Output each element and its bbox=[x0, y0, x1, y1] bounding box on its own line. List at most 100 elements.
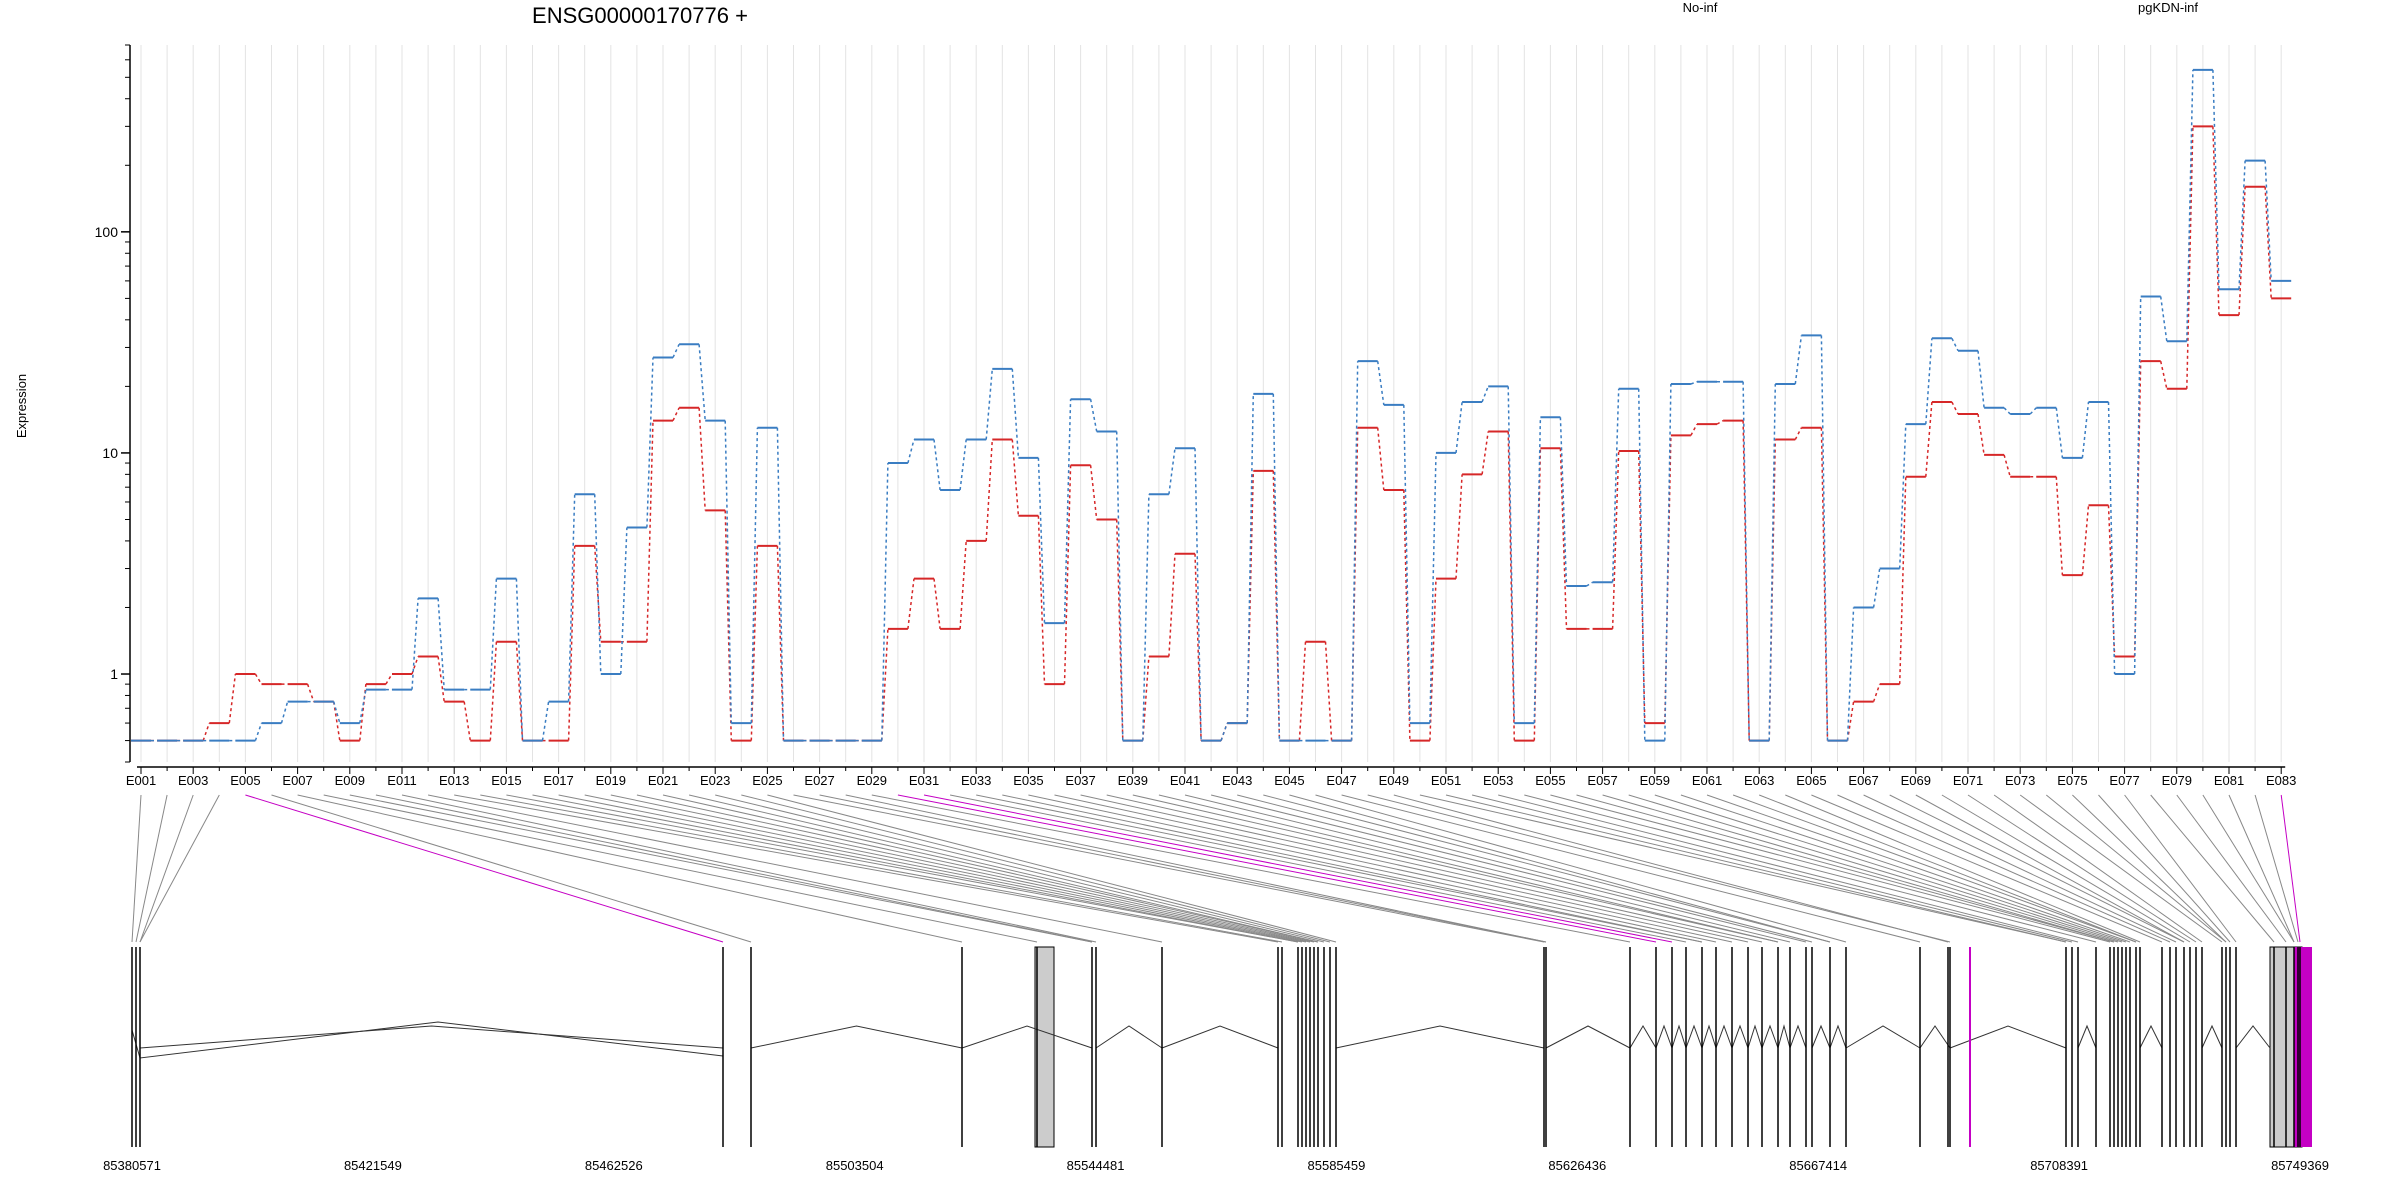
series-connector bbox=[1951, 337, 1959, 352]
series-connector bbox=[672, 343, 680, 358]
series-connector bbox=[332, 701, 341, 724]
connector-e053 bbox=[1498, 794, 2079, 943]
connector-e012 bbox=[428, 794, 1163, 943]
x-tick-label: E067 bbox=[1848, 773, 1878, 788]
connector-e043 bbox=[1237, 794, 1813, 943]
series-connector bbox=[1872, 568, 1881, 608]
x-tick-label: E011 bbox=[387, 773, 416, 788]
series-connector bbox=[1063, 399, 1072, 624]
intron-line bbox=[1761, 1024, 1779, 1049]
connector-e033 bbox=[976, 794, 1703, 943]
series-connector bbox=[1403, 404, 1411, 724]
connector-e071 bbox=[1967, 794, 2197, 943]
connector-e018 bbox=[584, 794, 1307, 943]
x-tick-label: E001 bbox=[126, 773, 156, 788]
genomic-tick-label: 85708391 bbox=[2030, 1158, 2088, 1173]
series-connector bbox=[437, 656, 445, 702]
x-tick-label: E053 bbox=[1483, 773, 1513, 788]
series-connector bbox=[959, 540, 967, 629]
series-connector bbox=[1220, 722, 1228, 741]
series-connector bbox=[1350, 361, 1359, 741]
connector-e013 bbox=[454, 794, 1279, 943]
series-connector bbox=[2159, 361, 2168, 389]
connector-e041 bbox=[1184, 794, 1791, 943]
series-connector bbox=[1898, 424, 1907, 569]
intron-line bbox=[2077, 1024, 2097, 1049]
series-connector bbox=[1246, 393, 1255, 724]
series-connector bbox=[1690, 423, 1698, 436]
x-tick-label: E025 bbox=[752, 773, 782, 788]
x-tick-label: E005 bbox=[230, 773, 260, 788]
series-pgkdn-inf bbox=[131, 68, 2292, 742]
series-lines bbox=[131, 68, 2292, 742]
series-connector bbox=[2238, 186, 2246, 316]
series-connector bbox=[1559, 417, 1568, 587]
series-connector bbox=[985, 368, 994, 440]
series-connector bbox=[1559, 448, 1568, 629]
x-tick-label: E019 bbox=[596, 773, 626, 788]
series-connector bbox=[489, 641, 498, 741]
series-connector bbox=[1455, 474, 1463, 579]
connector-e047 bbox=[1341, 794, 1921, 943]
series-connector bbox=[646, 357, 654, 528]
x-tick-label: E037 bbox=[1065, 773, 1095, 788]
series-connector bbox=[933, 578, 941, 629]
series-connector bbox=[881, 463, 889, 741]
connector-e054 bbox=[1524, 794, 2097, 943]
series-connector bbox=[1507, 386, 1516, 724]
connector-e019 bbox=[610, 794, 1311, 943]
series-connector bbox=[593, 545, 602, 642]
connector-e004 bbox=[139, 794, 220, 943]
connector-e003 bbox=[139, 794, 194, 943]
series-connector bbox=[2081, 505, 2090, 576]
connector-e009 bbox=[349, 794, 1093, 943]
series-connector bbox=[1194, 553, 1202, 741]
connector-e046 bbox=[1315, 794, 1847, 943]
series-connector bbox=[698, 344, 706, 421]
series-connector bbox=[1168, 553, 1176, 657]
connector-e062 bbox=[1732, 794, 2137, 943]
connector-e031 bbox=[923, 794, 1673, 943]
connector-e045 bbox=[1289, 794, 1831, 943]
connector-e073 bbox=[2019, 794, 2223, 943]
x-tick-label: E035 bbox=[1013, 773, 1043, 788]
series-connector bbox=[1194, 448, 1202, 741]
x-tick-label: E029 bbox=[857, 773, 887, 788]
connector-e030 bbox=[897, 794, 1657, 943]
connector-e055 bbox=[1550, 794, 2111, 943]
series-connector bbox=[2212, 126, 2220, 316]
series-connector bbox=[2133, 296, 2142, 675]
genomic-coordinate-axis: 85380571 85421549 85462526 85503504 85544481… bbox=[103, 1158, 2329, 1173]
series-connector bbox=[1586, 581, 1593, 587]
series-connector bbox=[1977, 350, 1985, 408]
connector-e080 bbox=[2202, 794, 2295, 943]
series-connector bbox=[2055, 407, 2064, 458]
connector-e025 bbox=[767, 794, 1337, 943]
series-connector bbox=[2055, 476, 2064, 576]
x-tick-label: E023 bbox=[700, 773, 730, 788]
series-connector bbox=[541, 701, 550, 741]
genomic-tick-label: 85380571 bbox=[103, 1158, 161, 1173]
connector-e024 bbox=[741, 794, 1331, 943]
x-tick-label: E051 bbox=[1431, 773, 1461, 788]
connector-e064 bbox=[1785, 794, 2141, 943]
connector-e021 bbox=[662, 794, 1319, 943]
series-connector bbox=[2264, 160, 2272, 281]
connector-e058 bbox=[1628, 794, 2119, 943]
intron-line bbox=[1731, 1024, 1749, 1049]
connector-e028 bbox=[845, 794, 1547, 943]
series-connector bbox=[1690, 380, 1698, 385]
connector-e006 bbox=[271, 794, 752, 943]
series-connector bbox=[1455, 401, 1463, 454]
x-tick-label: E059 bbox=[1640, 773, 1670, 788]
intron-line bbox=[2235, 1025, 2271, 1049]
connector-e010 bbox=[375, 794, 1093, 943]
x-tick-label: E057 bbox=[1587, 773, 1617, 788]
series-connector bbox=[332, 701, 341, 741]
series-connector bbox=[1794, 335, 1803, 385]
x-axis: E001 E003 E005 E007 E009 E011 E013 E015 E017 E019… bbox=[126, 766, 2296, 788]
series-connector bbox=[776, 545, 785, 741]
y-tick-label: 1 bbox=[110, 666, 118, 682]
connector-e044 bbox=[1263, 794, 1831, 943]
series-connector bbox=[1376, 361, 1385, 405]
